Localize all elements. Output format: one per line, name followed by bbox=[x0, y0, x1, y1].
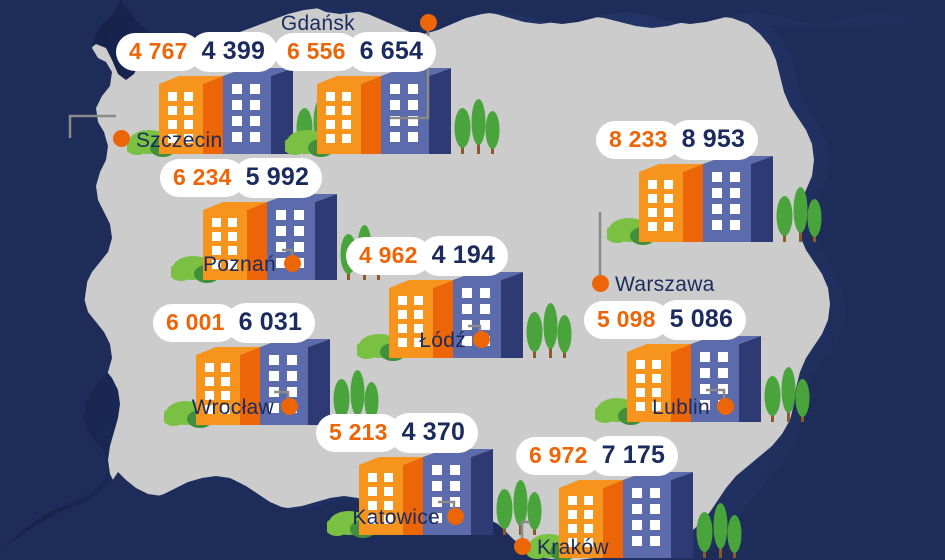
connector-szczecin bbox=[68, 114, 116, 138]
city-label-poznan: Poznań bbox=[202, 253, 276, 276]
value-pills-gdansk: 6 556 6 654 bbox=[276, 34, 435, 70]
city-dot-szczecin[interactable] bbox=[113, 130, 130, 147]
value-navy-katowice: 4 370 bbox=[390, 415, 477, 451]
city-label-szczecin: Szczecin bbox=[136, 129, 223, 152]
value-orange-wroclaw: 6 001 bbox=[155, 306, 236, 340]
value-navy-gdansk: 6 654 bbox=[348, 34, 435, 70]
city-dot-lodz[interactable] bbox=[473, 331, 490, 348]
city-dot-warszawa[interactable] bbox=[592, 275, 609, 292]
city-dot-katowice[interactable] bbox=[447, 508, 464, 525]
value-navy-lublin: 5 086 bbox=[658, 302, 745, 338]
value-orange-krakow: 6 972 bbox=[518, 439, 599, 473]
city-label-warszawa: Warszawa bbox=[615, 273, 715, 296]
value-orange-lublin: 5 098 bbox=[586, 303, 667, 337]
value-pills-lublin: 5 098 5 086 bbox=[586, 302, 745, 338]
value-pills-katowice: 5 213 4 370 bbox=[318, 415, 477, 451]
city-label-krakow: Kraków bbox=[537, 536, 609, 559]
value-orange-poznan: 6 234 bbox=[162, 161, 243, 195]
value-pills-wroclaw: 6 001 6 031 bbox=[155, 305, 314, 341]
value-orange-warszawa: 8 233 bbox=[598, 123, 679, 157]
city-dot-wroclaw[interactable] bbox=[281, 398, 298, 415]
connector-warszawa bbox=[598, 212, 602, 278]
value-orange-katowice: 5 213 bbox=[318, 416, 399, 450]
value-navy-szczecin: 4 399 bbox=[190, 34, 277, 70]
value-navy-wroclaw: 6 031 bbox=[227, 305, 314, 341]
value-orange-szczecin: 4 767 bbox=[118, 35, 199, 69]
value-navy-warszawa: 8 953 bbox=[670, 122, 757, 158]
value-pills-poznan: 6 234 5 992 bbox=[162, 160, 321, 196]
city-dot-lublin[interactable] bbox=[717, 398, 734, 415]
value-pills-szczecin: 4 767 4 399 bbox=[118, 34, 277, 70]
value-orange-lodz: 4 962 bbox=[348, 239, 429, 273]
connector-krakow bbox=[520, 520, 530, 544]
value-pills-lodz: 4 962 4 194 bbox=[348, 238, 507, 274]
value-navy-lodz: 4 194 bbox=[420, 238, 507, 274]
value-pills-krakow: 6 972 7 175 bbox=[518, 438, 677, 474]
value-pills-warszawa: 8 233 8 953 bbox=[598, 122, 757, 158]
city-label-wroclaw: Wrocław bbox=[191, 396, 274, 419]
city-label-lublin: Lublin bbox=[652, 396, 710, 419]
city-dot-krakow[interactable] bbox=[514, 538, 531, 555]
connector-gdansk bbox=[390, 22, 430, 120]
value-orange-gdansk: 6 556 bbox=[276, 35, 357, 69]
city-dot-gdansk[interactable] bbox=[420, 14, 437, 31]
city-label-lodz: Łódź bbox=[419, 329, 466, 352]
value-navy-poznan: 5 992 bbox=[234, 160, 321, 196]
city-label-katowice: Katowice bbox=[352, 506, 440, 529]
city-label-gdansk: Gdańsk bbox=[280, 12, 355, 35]
value-navy-krakow: 7 175 bbox=[590, 438, 677, 474]
city-dot-poznan[interactable] bbox=[284, 255, 301, 272]
